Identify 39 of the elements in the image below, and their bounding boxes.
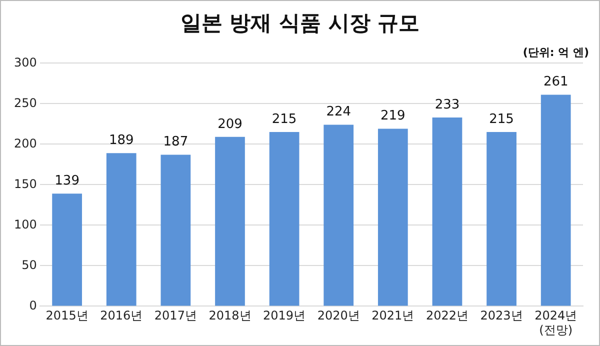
data-label: 187 bbox=[163, 134, 188, 150]
y-tick-label: 200 bbox=[14, 136, 37, 150]
bar bbox=[269, 132, 300, 306]
bar bbox=[160, 154, 191, 306]
y-tick-label: 100 bbox=[14, 217, 37, 232]
x-tick-label: 2024년 (전망) bbox=[534, 308, 578, 337]
y-tick-label: 0 bbox=[29, 298, 37, 312]
y-tick-label: 300 bbox=[14, 55, 37, 70]
bar bbox=[540, 94, 571, 306]
x-tick-label: 2018년 bbox=[208, 308, 252, 323]
x-tick-label: 2015년 bbox=[46, 308, 88, 323]
x-tick-label: 2016년 bbox=[100, 308, 143, 323]
bar bbox=[324, 124, 354, 306]
bar bbox=[106, 153, 136, 306]
bar bbox=[215, 136, 245, 306]
x-tick-label: 2022년 bbox=[426, 308, 468, 323]
data-label: 189 bbox=[108, 132, 134, 148]
data-label: 224 bbox=[326, 104, 352, 120]
x-tick-label: 2021년 bbox=[372, 308, 414, 323]
x-tick-label: 2020년 bbox=[317, 308, 360, 323]
data-label: 219 bbox=[380, 108, 406, 124]
y-tick-label: 50 bbox=[22, 258, 37, 272]
x-tick-label: 2017년 bbox=[154, 308, 197, 323]
data-label: 261 bbox=[543, 74, 568, 90]
data-label: 209 bbox=[218, 116, 242, 132]
x-tick-label: 2023년 bbox=[480, 308, 523, 323]
x-tick-label: 2019년 bbox=[263, 308, 306, 323]
y-tick-label: 150 bbox=[14, 176, 37, 191]
bar bbox=[486, 132, 516, 306]
data-label: 139 bbox=[54, 173, 80, 188]
bar bbox=[52, 194, 82, 306]
data-label: 215 bbox=[489, 112, 514, 127]
text: (단위: 억 엔) bbox=[522, 45, 589, 60]
chart-title: 일본 방재 식품 시장 규모 bbox=[179, 10, 421, 37]
bar bbox=[378, 128, 408, 306]
data-label: 215 bbox=[272, 112, 297, 127]
data-label: 233 bbox=[434, 97, 460, 112]
bar bbox=[432, 117, 462, 306]
y-tick-label: 250 bbox=[14, 96, 37, 110]
